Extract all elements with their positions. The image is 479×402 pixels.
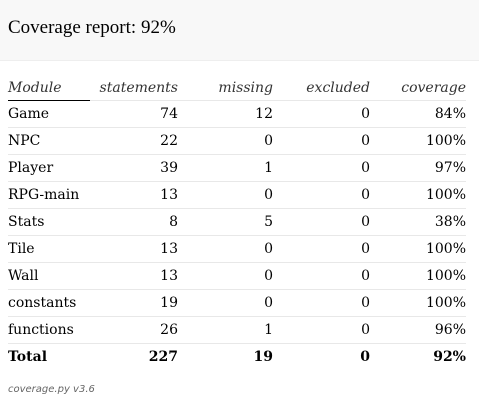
cell-value: 100% [425,241,466,257]
cell-value: 0 [264,268,273,284]
cell-value: 0 [264,241,273,257]
total-cell: Total [8,349,48,365]
cell-value: 13 [160,187,178,203]
column-header: missing [218,80,273,96]
total-cell: 227 [148,349,178,365]
cell-value: 12 [255,106,273,122]
column-header: Module [8,80,62,96]
column-header: coverage [401,80,466,96]
cell-value: 0 [264,187,273,203]
module-name: Game [8,106,50,122]
module-name: constants [8,295,77,311]
module-name: Wall [8,268,39,284]
cell-value: 84% [434,106,466,122]
row-line [8,154,466,155]
cell-value: 0 [361,187,370,203]
cell-value: 100% [425,133,466,149]
row-line [8,289,466,290]
cell-value: 0 [264,295,273,311]
row-line [8,235,466,236]
row-line [8,343,466,344]
cell-value: 1 [264,160,273,176]
cell-value: 26 [160,322,178,338]
cell-value: 1 [264,322,273,338]
cell-value: 39 [160,160,178,176]
module-name: NPC [8,133,41,149]
title: Coverage report: 92% [8,17,176,38]
cell-value: 0 [361,214,370,230]
cell-value: 0 [361,241,370,257]
total-cell: 92% [433,349,466,365]
module-name: RPG-main [8,187,80,203]
module-name: functions [8,322,74,338]
cell-value: 38% [434,214,466,230]
cell-value: 13 [160,241,178,257]
cell-value: 5 [264,214,273,230]
cell-value: 8 [169,214,178,230]
row-line [90,100,466,101]
cell-value: 100% [425,187,466,203]
cell-value: 96% [434,322,466,338]
cell-value: 22 [160,133,178,149]
cell-value: 100% [425,295,466,311]
cell-value: 0 [361,322,370,338]
total-cell: 19 [253,349,273,365]
column-header: statements [99,80,178,96]
cell-value: 0 [361,133,370,149]
cell-value: 0 [361,106,370,122]
row-line [8,127,466,128]
column-header: excluded [306,80,370,96]
cell-value: 100% [425,268,466,284]
module-name: Tile [8,241,35,257]
footer: coverage.py v3.6 [8,384,95,395]
module-name: Stats [8,214,45,230]
row-line [8,208,466,209]
cell-value: 13 [160,268,178,284]
cell-value: 74 [160,106,178,122]
row-line [8,262,466,263]
row-line [8,181,466,182]
cell-value: 97% [434,160,466,176]
cell-value: 0 [361,160,370,176]
cell-value: 19 [160,295,178,311]
cell-value: 0 [361,295,370,311]
total-cell: 0 [360,349,370,365]
header: Coverage report: 92% [0,0,479,61]
sort-underline [8,100,90,101]
cell-value: 0 [264,133,273,149]
module-name: Player [8,160,54,176]
row-line [8,316,466,317]
cell-value: 0 [361,268,370,284]
